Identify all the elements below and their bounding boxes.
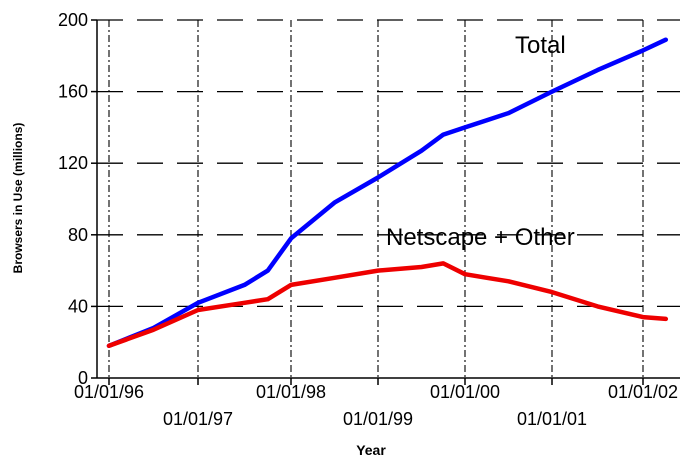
x-tick-label: 01/01/97: [163, 409, 233, 429]
y-tick-label: 120: [58, 153, 88, 173]
y-tick-label: 40: [68, 296, 88, 316]
x-tick-label: 01/01/98: [256, 382, 326, 402]
series-label-netscape-other: Netscape + Other: [386, 224, 575, 251]
x-tick-label: 01/01/96: [74, 382, 144, 402]
x-axis-title: Year: [356, 442, 386, 457]
grid: [97, 19, 680, 378]
x-tick-label: 01/01/01: [517, 409, 587, 429]
y-tick-label: 200: [58, 10, 88, 30]
axes: [91, 19, 680, 385]
series-label-total: Total: [515, 32, 566, 59]
y-axis-title: Browsers in Use (millions): [11, 123, 25, 274]
x-tick-label: 01/01/99: [343, 409, 413, 429]
y-tick-label: 0: [78, 368, 88, 388]
y-tick-label: 80: [68, 225, 88, 245]
y-tick-label: 160: [58, 82, 88, 102]
tick-labels: 0 40 80 120 160 200 01/01/96 01/01/97 01/01/98 01…: [58, 10, 678, 429]
series-line-netscape-other: [106, 261, 669, 349]
series-line-total: [106, 37, 669, 349]
x-tick-label: 01/01/00: [430, 382, 500, 402]
series: [106, 37, 669, 349]
x-tick-label: 01/01/02: [608, 382, 678, 402]
